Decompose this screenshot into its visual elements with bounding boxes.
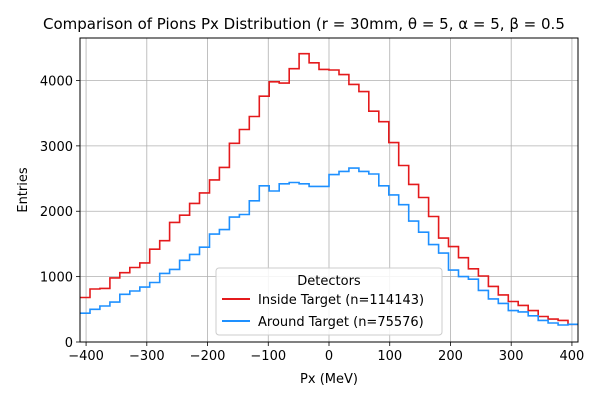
x-tick-label: 300 [499, 349, 524, 364]
y-ticks: 0 1000 2000 3000 4000 [40, 74, 80, 351]
x-axis-label: Px (MeV) [300, 372, 358, 387]
chart-title: Comparison of Pions Px Distribution (r =… [43, 15, 565, 33]
x-tick-label: 200 [438, 349, 463, 364]
series-inside-target [80, 52, 578, 326]
x-tick-label: −300 [129, 349, 165, 364]
legend: Detectors Inside Target (n=114143) Aroun… [215, 267, 443, 336]
histogram-step-line [80, 52, 578, 326]
y-axis-label: Entries [16, 167, 31, 213]
x-tick-label: 400 [560, 349, 585, 364]
y-tick-label: 3000 [40, 140, 73, 155]
histogram-step-line [80, 167, 578, 326]
x-tick-label: 100 [377, 349, 402, 364]
legend-label-inside-target: Inside Target (n=114143) [258, 293, 424, 308]
x-tick-label: −100 [250, 349, 286, 364]
series-around-target [80, 167, 578, 326]
x-tick-label: −200 [190, 349, 226, 364]
legend-box [215, 267, 443, 336]
x-ticks: −400 −300 −200 −100 0 100 200 300 400 [68, 342, 584, 364]
x-tick-label: −400 [68, 349, 104, 364]
y-tick-label: 0 [65, 336, 73, 351]
y-tick-label: 1000 [40, 271, 73, 286]
y-tick-label: 4000 [40, 74, 73, 89]
x-tick-label: 0 [325, 349, 333, 364]
legend-title: Detectors [297, 274, 361, 289]
y-tick-label: 2000 [40, 205, 73, 220]
legend-label-around-target: Around Target (n=75576) [258, 315, 424, 330]
series-layer [80, 52, 578, 326]
